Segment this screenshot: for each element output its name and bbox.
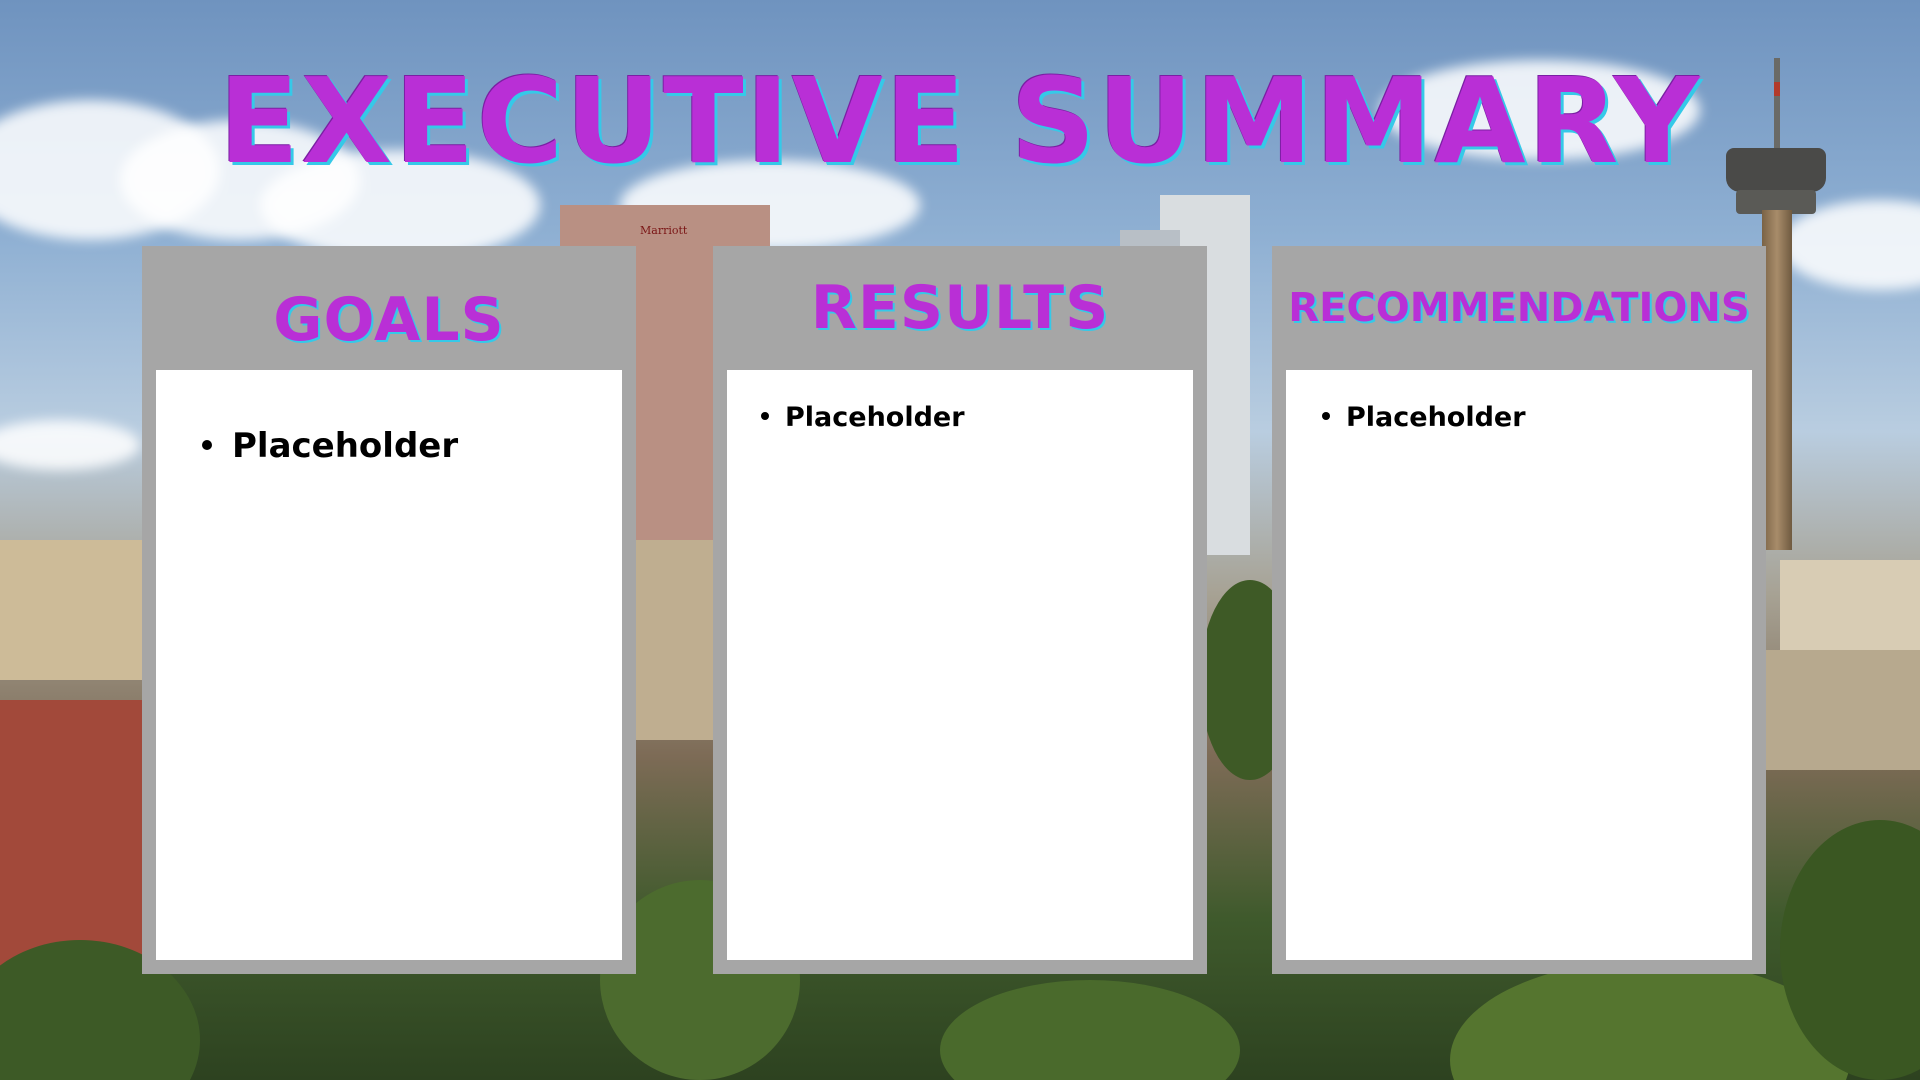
card-recommendations: RECOMMENDATIONS Placeholder [1272,246,1766,974]
card-heading-results: RESULTS [810,273,1110,343]
card-goals: GOALS Placeholder [142,246,636,974]
bullet-icon [1322,411,1330,420]
page-title: EXECUTIVE SUMMARY [218,52,1702,190]
card-heading-goals: GOALS [273,285,505,355]
card-results: RESULTS Placeholder [713,246,1207,974]
bullet-icon [761,411,769,420]
card-body-results[interactable]: Placeholder [727,370,1193,960]
card-body-recommendations[interactable]: Placeholder [1286,370,1752,960]
list-item: Placeholder [202,426,458,466]
list-item: Placeholder [1322,402,1526,433]
card-body-goals[interactable]: Placeholder [156,370,622,960]
card-heading-recommendations: RECOMMENDATIONS [1288,285,1750,331]
list-item: Placeholder [761,402,965,433]
bullet-icon [202,439,212,450]
hotel-sign: Marriott [640,224,688,237]
